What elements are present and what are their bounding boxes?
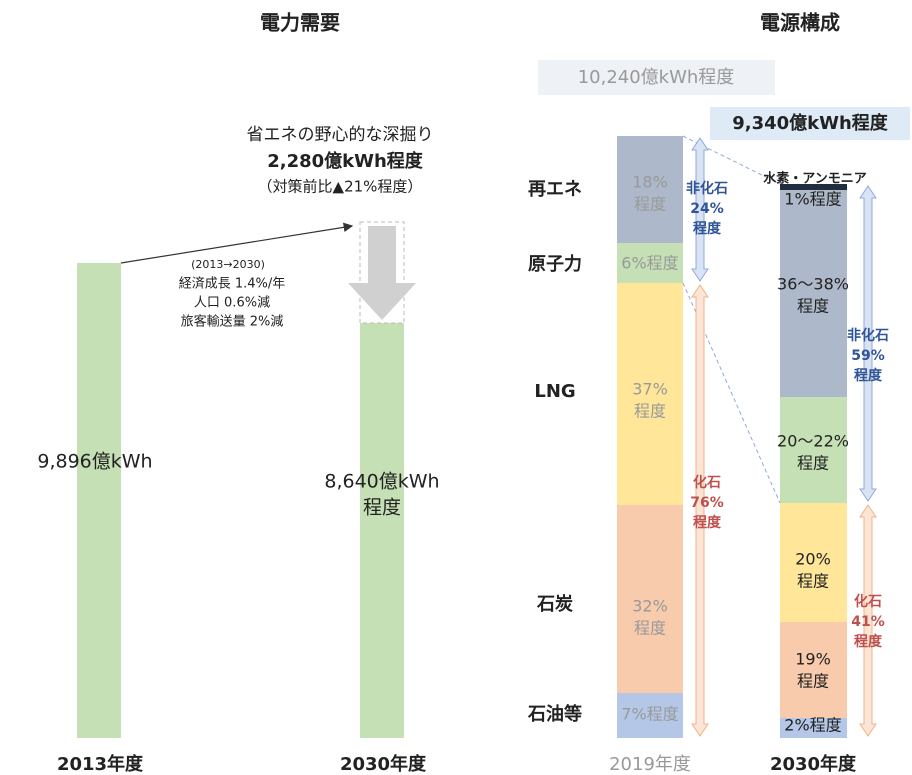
- label: 程度: [854, 633, 883, 650]
- label: 程度: [797, 297, 829, 316]
- label: 32%: [632, 597, 668, 616]
- savings-text: 省エネの野心的な深掘り: [247, 125, 434, 145]
- mix-title: 電源構成: [760, 11, 840, 35]
- label: 20〜22%: [777, 432, 849, 451]
- label: 原子力: [528, 254, 582, 275]
- label: 7%程度: [621, 705, 678, 724]
- label: 20%: [795, 550, 831, 569]
- label: 程度: [693, 514, 722, 531]
- label: 59%: [851, 348, 885, 364]
- label: 程度: [634, 195, 666, 214]
- bar-2030-label: 8,640億kWh: [324, 471, 439, 493]
- connector: [682, 282, 781, 504]
- hydrogen-label: 水素・アンモニア: [763, 171, 866, 187]
- label: 再エネ: [528, 179, 582, 200]
- label: 1%程度: [784, 190, 841, 209]
- label: 18%: [632, 173, 668, 192]
- bar-2030: [360, 323, 404, 738]
- label: 程度: [797, 454, 829, 473]
- label: 36〜38%: [777, 275, 849, 294]
- assumption: (2013→2030): [191, 258, 265, 271]
- label: 程度: [854, 367, 883, 384]
- segment: [780, 184, 847, 190]
- year-label: 2030年度: [340, 753, 427, 775]
- savings-text: 2,280億kWh程度: [267, 150, 424, 172]
- savings-arrow: [348, 226, 416, 320]
- demand-title: 電力需要: [260, 11, 340, 35]
- savings-box: [359, 221, 405, 324]
- label: 19%: [795, 650, 831, 669]
- segment: [617, 693, 683, 738]
- assumption: 旅客輸送量 2%減: [181, 314, 284, 330]
- segment: [617, 505, 683, 693]
- total-2030: 9,340億kWh程度: [732, 112, 889, 134]
- year-label: 2019年度: [609, 754, 691, 775]
- segment: [780, 718, 847, 738]
- label: 6%程度: [621, 254, 678, 273]
- label: 非化石: [686, 180, 728, 197]
- label: 2%程度: [784, 716, 841, 735]
- label: 程度: [693, 220, 722, 237]
- label: 41%: [851, 614, 885, 630]
- bar-2013: [77, 263, 121, 738]
- trend-arrow: [120, 222, 354, 264]
- label: 化石: [854, 593, 882, 610]
- segment: [617, 136, 683, 243]
- label: 程度: [797, 672, 829, 691]
- label: 76%: [690, 495, 724, 511]
- total-box: [538, 60, 775, 95]
- bar-2013-label: 9,896億kWh: [37, 451, 152, 473]
- savings-text: （対策前比▲21%程度）: [258, 178, 423, 196]
- total-2019: 10,240億kWh程度: [578, 67, 735, 88]
- year-label: 2013年度: [57, 753, 144, 775]
- label: 24%: [690, 201, 724, 217]
- total-box: [710, 107, 910, 140]
- label: 石油等: [527, 703, 582, 725]
- segment: [617, 243, 683, 283]
- assumption: 人口 0.6%減: [194, 295, 270, 311]
- label: 37%: [632, 380, 668, 399]
- label: 程度: [634, 402, 666, 421]
- fossil-arrow: [691, 284, 877, 737]
- nonfossil-arrow: [691, 137, 877, 502]
- label: 化石: [693, 474, 721, 491]
- label: 程度: [634, 619, 666, 638]
- label: 石炭: [536, 593, 573, 615]
- assumption: 経済成長 1.4%/年: [179, 276, 286, 292]
- year-label: 2030年度: [770, 753, 857, 775]
- segment: [780, 190, 847, 397]
- segment: [780, 397, 847, 503]
- bar-2030-label: 程度: [363, 497, 401, 519]
- segment: [780, 503, 847, 622]
- segment: [617, 283, 683, 505]
- segment: [780, 622, 847, 718]
- label: LNG: [534, 381, 575, 402]
- label: 程度: [797, 572, 829, 591]
- label: 非化石: [847, 327, 889, 344]
